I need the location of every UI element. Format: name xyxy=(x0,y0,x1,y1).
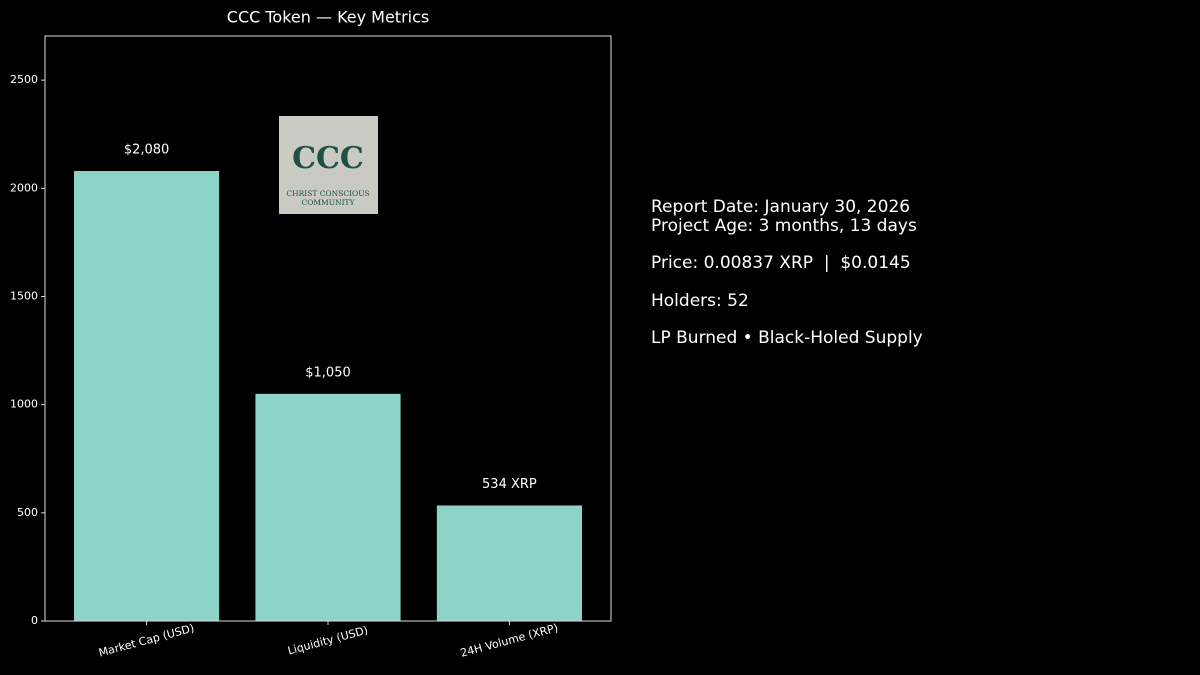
y-tick-label: 1500 xyxy=(10,289,38,302)
logo-text: CCC xyxy=(292,141,364,176)
info-line: Holders: 52 xyxy=(651,291,749,311)
logo: CCC CHRIST CONSCIOUS COMMUNITY xyxy=(279,116,378,214)
info-line: Project Age: 3 months, 13 days xyxy=(651,216,917,236)
plot-frame xyxy=(44,35,612,622)
bar xyxy=(436,505,582,621)
y-tick-label: 0 xyxy=(31,614,38,627)
value-label: 534 XRP xyxy=(482,477,537,492)
y-tick-label: 2000 xyxy=(10,181,38,194)
y-tick-label: 1000 xyxy=(10,398,38,411)
info-panel: Report Date: January 30, 2026 Project Ag… xyxy=(651,197,923,348)
info-line: Report Date: January 30, 2026 xyxy=(651,197,910,217)
logo-background xyxy=(279,116,378,214)
logo-caption: COMMUNITY xyxy=(301,198,355,207)
bar xyxy=(74,171,220,621)
bar xyxy=(255,393,401,621)
value-label: $1,050 xyxy=(305,365,351,380)
y-tick-label: 2500 xyxy=(10,73,38,86)
logo-caption: CHRIST CONSCIOUS xyxy=(286,189,369,198)
chart-title: CCC Token — Key Metrics xyxy=(227,8,429,27)
info-line: Price: 0.00837 XRP | $0.0145 xyxy=(651,253,911,273)
info-line: LP Burned • Black-Holed Supply xyxy=(651,328,923,348)
value-label: $2,080 xyxy=(124,143,170,158)
y-tick-label: 500 xyxy=(17,506,38,519)
